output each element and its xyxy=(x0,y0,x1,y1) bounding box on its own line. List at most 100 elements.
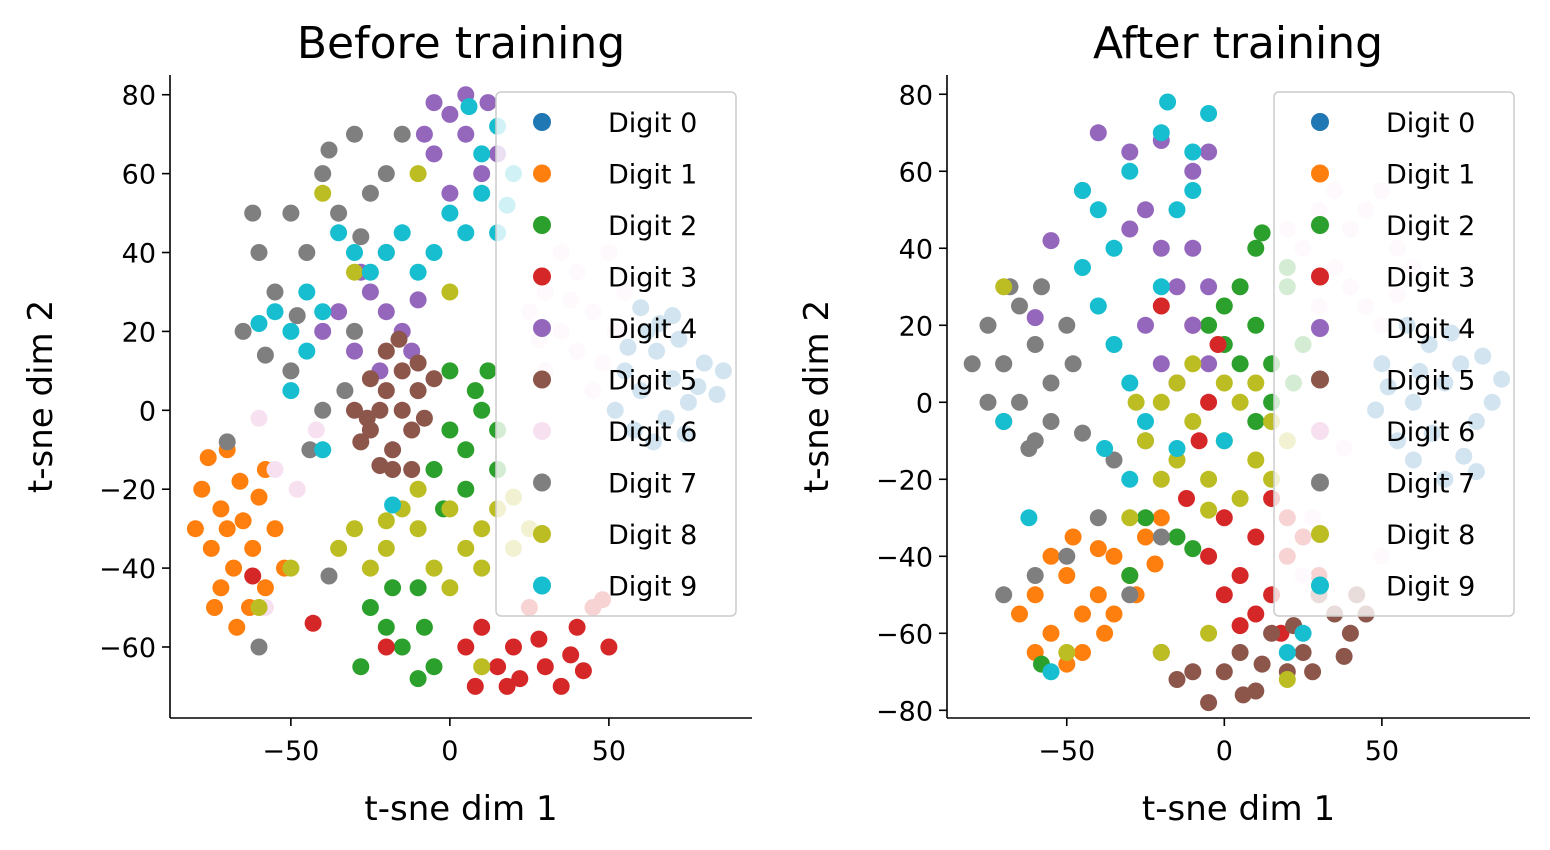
data-point xyxy=(1089,297,1107,315)
legend-label: Digit 1 xyxy=(608,160,697,191)
data-point xyxy=(377,244,395,261)
legend-label: Digit 9 xyxy=(608,572,697,603)
data-point xyxy=(298,244,316,261)
data-point xyxy=(1152,355,1170,373)
data-point xyxy=(409,263,427,281)
series-digit-9 xyxy=(995,93,1312,681)
y-tick-label: 60 xyxy=(899,157,933,188)
data-point xyxy=(307,421,325,439)
data-point xyxy=(425,559,443,577)
data-point xyxy=(473,184,491,202)
legend-marker xyxy=(533,267,551,286)
data-point xyxy=(1074,424,1091,442)
y-tick-label: 20 xyxy=(899,311,933,342)
data-point xyxy=(330,303,348,321)
data-point xyxy=(995,586,1013,604)
data-point xyxy=(1184,143,1202,161)
data-point xyxy=(473,165,491,183)
y-tick-label: 40 xyxy=(899,234,933,265)
legend-marker xyxy=(533,113,551,131)
data-point xyxy=(1121,162,1139,180)
legend-marker xyxy=(1311,319,1329,337)
data-point xyxy=(352,433,370,451)
data-point xyxy=(1064,528,1082,546)
data-point xyxy=(1152,509,1170,527)
data-point xyxy=(1200,393,1218,411)
data-point xyxy=(1231,278,1249,296)
legend-label: Digit 8 xyxy=(1386,520,1475,551)
data-point xyxy=(1105,336,1123,353)
data-point xyxy=(498,677,516,695)
data-point xyxy=(1152,239,1170,257)
data-point xyxy=(473,401,491,419)
data-point xyxy=(346,520,363,538)
chart-title: After training xyxy=(1093,18,1383,69)
data-point xyxy=(1137,528,1154,546)
data-point xyxy=(441,500,459,518)
legend-label: Digit 4 xyxy=(1386,314,1475,345)
y-tick-label: −60 xyxy=(99,633,156,664)
data-point xyxy=(384,496,402,514)
data-point xyxy=(330,224,348,242)
data-point xyxy=(1011,605,1028,623)
legend-label: Digit 7 xyxy=(608,469,697,500)
legend: Digit 0 Digit 1 Digit 2 Digit 3 Digit 4 Digit… xyxy=(495,91,737,617)
x-tick-label: 0 xyxy=(441,736,458,767)
data-point xyxy=(361,559,379,577)
legend-marker xyxy=(533,473,551,492)
data-point xyxy=(1247,316,1265,334)
data-point xyxy=(212,500,230,518)
data-point xyxy=(361,370,379,388)
data-point xyxy=(314,441,332,459)
series-digit-1 xyxy=(1011,509,1170,673)
data-point xyxy=(530,630,548,648)
y-axis-label: t-sne dim 2 xyxy=(21,300,61,493)
legend-marker xyxy=(1311,113,1329,131)
legend-marker xyxy=(1311,525,1329,543)
data-point xyxy=(336,382,354,400)
x-tick-label: −50 xyxy=(262,736,319,767)
x-tick-label: 50 xyxy=(1365,736,1399,767)
data-point xyxy=(244,567,262,585)
legend-marker xyxy=(1311,216,1329,234)
data-point xyxy=(1184,182,1202,199)
data-point xyxy=(298,283,316,301)
data-point xyxy=(979,316,997,334)
data-point xyxy=(425,244,443,261)
data-point xyxy=(1200,355,1218,373)
data-point xyxy=(1168,440,1186,457)
legend-marker xyxy=(533,525,551,543)
data-point xyxy=(202,539,220,557)
data-point xyxy=(231,472,249,490)
data-point xyxy=(425,370,443,388)
data-point xyxy=(1105,239,1123,257)
data-point xyxy=(282,204,300,222)
data-point xyxy=(250,315,268,332)
legend-label: Digit 5 xyxy=(608,366,697,397)
data-point xyxy=(234,322,252,340)
data-point xyxy=(1026,567,1044,584)
data-point xyxy=(193,480,211,498)
data-point xyxy=(1168,528,1186,546)
data-point xyxy=(377,342,395,360)
data-point xyxy=(377,303,395,321)
y-tick-label: 80 xyxy=(122,81,156,112)
data-point xyxy=(314,165,332,183)
data-point xyxy=(266,303,284,321)
data-point xyxy=(457,441,475,459)
data-point xyxy=(1152,644,1170,661)
data-point xyxy=(206,599,223,616)
y-tick-label: −40 xyxy=(876,542,933,573)
data-point xyxy=(1184,162,1202,180)
data-point xyxy=(1042,232,1060,250)
data-point xyxy=(1105,547,1123,565)
data-point xyxy=(425,94,443,112)
data-point xyxy=(288,480,306,498)
data-point xyxy=(457,125,475,143)
data-point xyxy=(1121,220,1139,238)
data-point xyxy=(371,457,389,474)
data-point xyxy=(320,141,338,159)
data-point xyxy=(1278,671,1296,688)
data-point xyxy=(1335,647,1353,665)
data-point xyxy=(568,618,586,636)
